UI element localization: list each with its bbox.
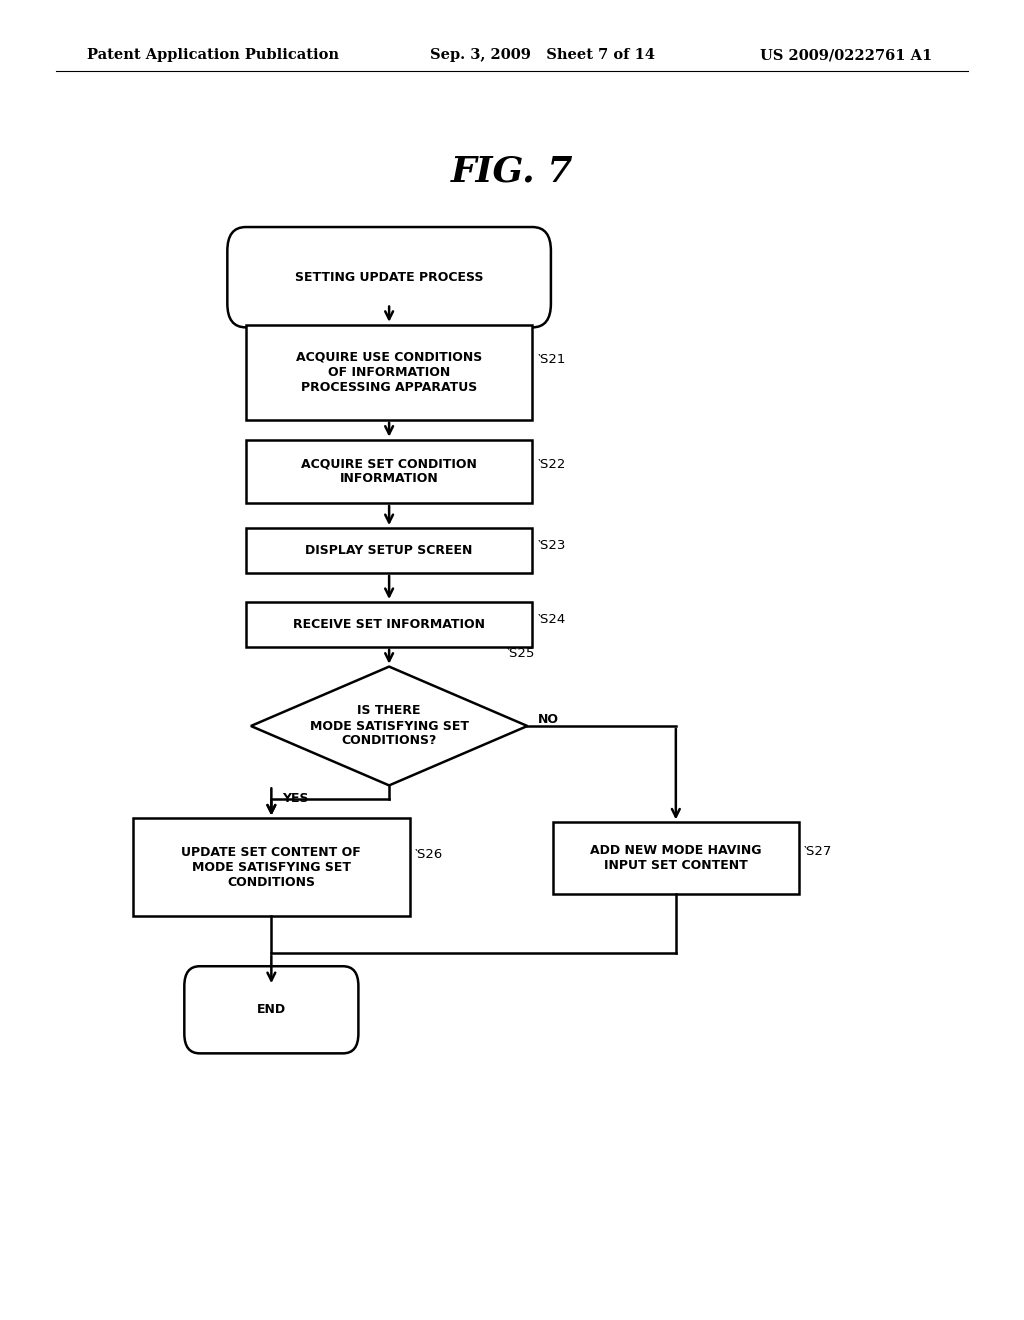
Text: RECEIVE SET INFORMATION: RECEIVE SET INFORMATION — [293, 618, 485, 631]
Text: Patent Application Publication: Patent Application Publication — [87, 49, 339, 62]
Bar — [553, 822, 799, 894]
Polygon shape — [251, 667, 527, 785]
Text: DISPLAY SETUP SCREEN: DISPLAY SETUP SCREEN — [305, 544, 473, 557]
Bar — [246, 325, 532, 420]
FancyBboxPatch shape — [227, 227, 551, 327]
Text: ‵S24: ‵S24 — [538, 612, 566, 626]
Text: NO: NO — [538, 713, 559, 726]
Text: US 2009/0222761 A1: US 2009/0222761 A1 — [760, 49, 932, 62]
Text: ‵S23: ‵S23 — [538, 539, 566, 552]
Bar — [133, 818, 410, 916]
Text: ADD NEW MODE HAVING
INPUT SET CONTENT: ADD NEW MODE HAVING INPUT SET CONTENT — [590, 843, 762, 873]
Bar — [246, 602, 532, 647]
FancyBboxPatch shape — [184, 966, 358, 1053]
Text: IS THERE
MODE SATISFYING SET
CONDITIONS?: IS THERE MODE SATISFYING SET CONDITIONS? — [309, 705, 469, 747]
Text: ACQUIRE SET CONDITION
INFORMATION: ACQUIRE SET CONDITION INFORMATION — [301, 457, 477, 486]
Text: SETTING UPDATE PROCESS: SETTING UPDATE PROCESS — [295, 271, 483, 284]
Text: ‵S25: ‵S25 — [507, 647, 536, 660]
Text: ‵S27: ‵S27 — [804, 845, 833, 858]
Text: ‵S21: ‵S21 — [538, 352, 566, 366]
Text: ‵S26: ‵S26 — [415, 847, 443, 861]
Text: END: END — [257, 1003, 286, 1016]
Text: FIG. 7: FIG. 7 — [451, 154, 573, 189]
Text: ‵S22: ‵S22 — [538, 458, 566, 471]
Text: ACQUIRE USE CONDITIONS
OF INFORMATION
PROCESSING APPARATUS: ACQUIRE USE CONDITIONS OF INFORMATION PR… — [296, 351, 482, 393]
Text: UPDATE SET CONTENT OF
MODE SATISFYING SET
CONDITIONS: UPDATE SET CONTENT OF MODE SATISFYING SE… — [181, 846, 361, 888]
Text: Sep. 3, 2009   Sheet 7 of 14: Sep. 3, 2009 Sheet 7 of 14 — [430, 49, 655, 62]
Bar — [246, 528, 532, 573]
Text: YES: YES — [282, 792, 308, 805]
Bar — [246, 440, 532, 503]
